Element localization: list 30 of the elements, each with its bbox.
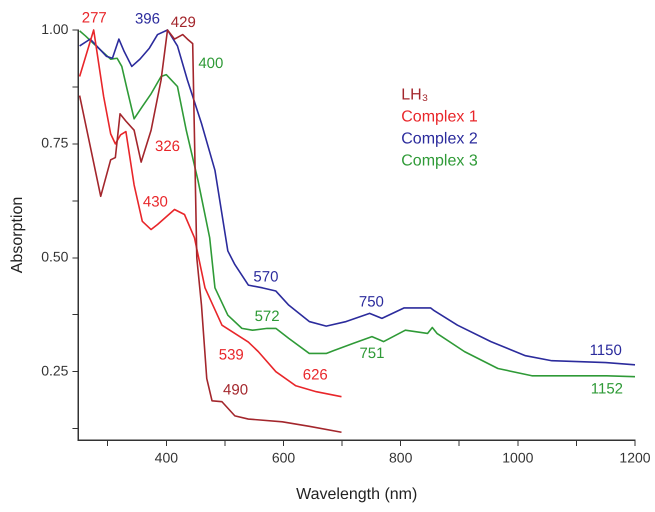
annotation: 277 [82, 10, 107, 27]
text: Complex 1 [401, 108, 478, 126]
annotation: 326 [154, 138, 180, 156]
annotation: 751 [359, 345, 384, 362]
annotation: 570 [253, 268, 278, 286]
annotation: 539 [218, 346, 244, 364]
x-tick-label: 400 [154, 449, 178, 466]
text: LH₃ [401, 86, 428, 104]
text: Complex 3 [401, 152, 478, 170]
y-tick-label: 0.50 [41, 248, 69, 265]
x-axis-title: Wavelength (nm) [296, 486, 418, 503]
y-axis-title: Absorption [9, 196, 26, 274]
annotation: 490 [223, 381, 248, 398]
annotation: 430 [142, 194, 168, 211]
annotation: 626 [302, 366, 328, 384]
x-tick-label: 1000 [502, 449, 534, 466]
annotation: 429 [170, 14, 196, 32]
y-tick-label: 1.00 [41, 20, 69, 37]
x-tick-label: 1200 [619, 449, 651, 466]
text: Complex 2 [401, 130, 478, 148]
annotation: 396 [134, 10, 160, 28]
y-tick-label: 0.75 [41, 134, 69, 151]
annotation: 572 [254, 308, 280, 326]
y-tick-label: 0.25 [41, 362, 69, 379]
annotation: 400 [198, 55, 224, 72]
annotation: 750 [358, 293, 384, 310]
annotation: 1150 [590, 342, 622, 360]
annotation: 1152 [590, 380, 624, 398]
x-tick-label: 600 [272, 449, 296, 466]
x-tick-label: 800 [388, 449, 413, 466]
